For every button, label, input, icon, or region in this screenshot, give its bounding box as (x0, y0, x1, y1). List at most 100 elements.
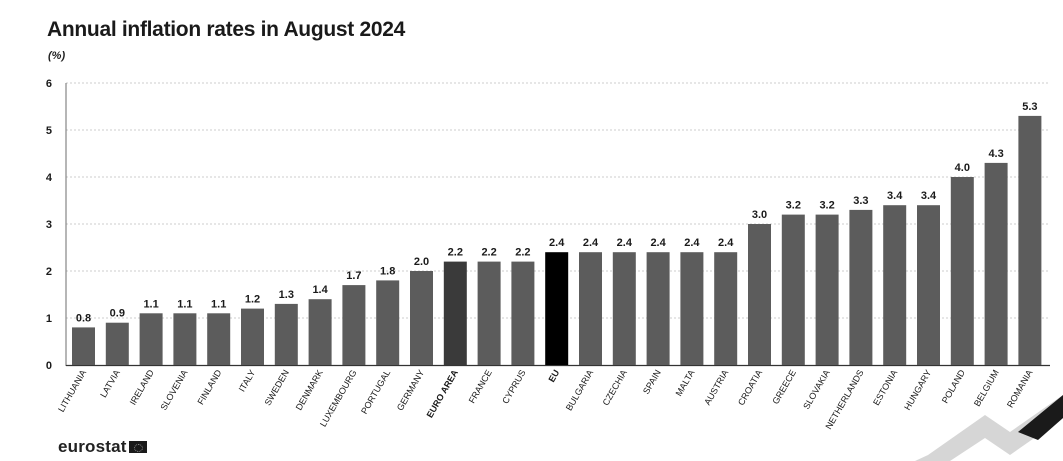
x-tick-label: ROMANIA (1005, 368, 1035, 409)
bar (274, 303, 298, 365)
y-tick-label: 5 (46, 125, 52, 137)
data-label: 3.2 (786, 200, 801, 212)
y-tick-label: 0 (46, 360, 52, 372)
x-tick-label: CROATIA (736, 368, 764, 407)
bar (376, 280, 400, 365)
x-tick-label: CZECHIA (601, 368, 629, 407)
bar (950, 177, 974, 365)
data-label: 3.0 (752, 209, 767, 221)
data-label: 4.3 (988, 148, 1003, 160)
x-tick-label: LUXEMBOURG (318, 368, 359, 428)
bar (443, 261, 467, 365)
data-label: 2.0 (414, 256, 429, 268)
x-tick-label: EU (547, 368, 562, 384)
data-label: 0.8 (76, 312, 91, 324)
x-tick-label: ITALY (237, 368, 258, 394)
axes (65, 83, 1050, 367)
bar (849, 209, 873, 365)
x-tick-label: DENMARK (294, 368, 325, 412)
data-label: 1.1 (211, 298, 226, 310)
data-label: 1.4 (312, 284, 328, 296)
y-tick-label: 6 (46, 78, 52, 90)
bar (815, 214, 839, 365)
bar (917, 205, 940, 365)
x-tick-label: NETHERLANDS (823, 368, 865, 431)
bar (646, 252, 670, 365)
x-tick-label: GREECE (770, 368, 798, 406)
data-label: 2.4 (617, 237, 633, 249)
data-label: 1.1 (177, 298, 192, 310)
data-label: 3.4 (887, 190, 903, 202)
decorative-corner-graphic (915, 395, 1063, 461)
bar (308, 299, 332, 365)
bar (342, 285, 366, 365)
x-tick-label: EURO AREA (425, 368, 461, 420)
data-label: 2.4 (549, 237, 565, 249)
x-tick-label: SLOVENIA (158, 368, 189, 412)
x-tick-label: BULGARIA (564, 368, 595, 412)
data-label: 3.4 (921, 190, 937, 202)
y-axis-unit-label: (%) (48, 50, 66, 62)
data-label: 1.2 (245, 294, 260, 306)
bar (410, 271, 433, 365)
bar (714, 252, 738, 365)
bar (477, 261, 501, 365)
bar (1018, 115, 1042, 366)
bar (680, 252, 704, 365)
data-labels: 0.8 0.9 1.1 1.1 1.1 1.2 1.3 1.4 1.7 1.8 2.0 2.2 2.2 2… (76, 101, 1038, 324)
data-label: 2.2 (515, 247, 530, 259)
x-tick-label: LATVIA (98, 368, 122, 399)
bar (139, 313, 163, 365)
data-label: 1.8 (380, 265, 395, 277)
bar (207, 313, 231, 365)
bar (748, 224, 771, 365)
eurostat-logo-text: eurostat (58, 437, 127, 456)
x-tick-label: SWEDEN (263, 368, 291, 407)
data-label: 2.4 (718, 237, 734, 249)
bar (579, 252, 602, 365)
bars (72, 115, 1042, 366)
x-tick-label: PORTUGAL (359, 368, 392, 416)
y-tick-label: 2 (46, 266, 52, 278)
bar (781, 214, 805, 365)
data-label: 0.9 (110, 308, 125, 320)
chart-title: Annual inflation rates in August 2024 (47, 18, 406, 41)
x-tick-label: ESTONIA (871, 368, 899, 407)
x-tick-label: SPAIN (641, 368, 663, 396)
x-tick-label: POLAND (940, 368, 967, 405)
x-tick-label: SLOVAKIA (801, 368, 832, 411)
bar (511, 261, 535, 365)
data-label: 3.2 (819, 200, 834, 212)
data-label: 1.3 (279, 289, 294, 301)
x-tick-label: HUNGARY (902, 368, 933, 412)
x-tick-label: MALTA (674, 368, 697, 398)
data-label: 2.2 (481, 247, 496, 259)
eu-flag-icon (128, 441, 147, 453)
corner-stripe-light (915, 395, 1063, 461)
x-tick-label: BELGIUM (972, 368, 1001, 408)
y-tick-label: 4 (46, 172, 53, 184)
x-tick-label: FINLAND (196, 368, 224, 407)
x-tick-label: GERMANY (395, 368, 426, 412)
bar (612, 252, 636, 365)
bar (545, 252, 569, 365)
eurostat-logo: eurostat (58, 437, 147, 457)
x-tick-label: IRELAND (128, 368, 156, 407)
data-label: 4.0 (955, 162, 970, 174)
bar (105, 322, 129, 365)
data-label: 3.3 (853, 195, 868, 207)
data-label: 5.3 (1022, 101, 1037, 113)
bar (984, 162, 1008, 365)
corner-stripe-dark (1018, 395, 1063, 440)
x-tick-label: AUSTRIA (702, 368, 730, 407)
data-label: 1.7 (346, 270, 361, 282)
y-tick-label: 3 (46, 219, 52, 231)
x-tick-label: FRANCE (467, 368, 494, 405)
data-label: 1.1 (143, 298, 158, 310)
y-tick-label: 1 (46, 313, 52, 325)
x-tick-label: CYPRUS (500, 368, 527, 405)
bar (173, 313, 197, 365)
x-tick-label: LITHUANIA (56, 368, 88, 414)
bar (241, 308, 264, 365)
